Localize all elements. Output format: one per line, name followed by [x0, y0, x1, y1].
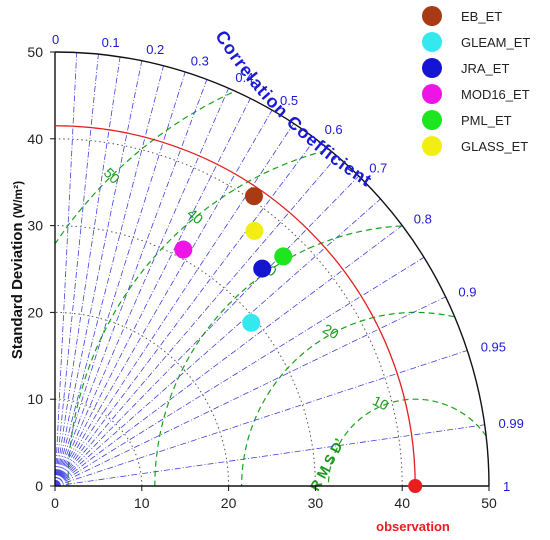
legend-label: GLEAM_ET [461, 35, 530, 50]
y-tick-label: 40 [27, 131, 43, 147]
x-tick-label: 10 [134, 495, 150, 511]
outer-arc [54, 51, 490, 487]
correlation-tick-label: 0.4 [235, 70, 253, 85]
y-tick-label: 50 [27, 44, 43, 60]
correlation-ray [54, 350, 468, 487]
legend-marker [422, 32, 442, 52]
x-tick-label: 20 [221, 495, 237, 511]
y-tick-label: 10 [27, 391, 43, 407]
legend-label: EB_ET [461, 9, 502, 24]
correlation-tick-label: 1 [503, 479, 510, 494]
correlation-tick-label: 0 [52, 32, 59, 47]
correlation-ray [54, 123, 295, 487]
correlation-coefficient-title: Correlation Coefficient [211, 27, 376, 191]
observation-label: observation [376, 519, 450, 534]
correlation-ray [54, 155, 338, 487]
y-axis-label: Standard Deviation (W/m²) [9, 181, 26, 359]
correlation-ray [54, 296, 446, 487]
grid-layer [54, 138, 403, 487]
point-glass-et [245, 221, 264, 240]
point-pml-et [274, 247, 293, 266]
correlation-rays [54, 52, 485, 487]
legend-label: GLASS_ET [461, 139, 528, 154]
correlation-tick-label: 0.6 [325, 122, 343, 137]
legend: EB_ET GLEAM_ET JRA_ET MOD16_ET PML_ET GLASS_E… [422, 6, 530, 156]
correlation-ray [54, 56, 121, 487]
y-axis-label-text: Standard Deviation [9, 222, 26, 359]
correlation-ray [54, 109, 273, 487]
correlation-tick-label: 0.3 [191, 54, 209, 69]
correlation-ray [54, 175, 360, 487]
std-grid-arc [54, 398, 143, 487]
std-tick-labels: 00 10 10 20 20 30 30 40 40 50 50 [27, 44, 497, 511]
rmsd-contour [54, 92, 233, 244]
y-axis-label-unit: (W/m²) [11, 181, 25, 218]
correlation-ray [54, 198, 381, 487]
correlation-ray [54, 60, 143, 487]
legend-marker [422, 136, 442, 156]
correlation-ray [54, 257, 425, 487]
correlation-tick-label: 0.1 [102, 35, 120, 50]
legend-label: JRA_ET [461, 61, 509, 76]
x-tick-label: 50 [481, 495, 497, 511]
observation-std-arc [54, 125, 416, 487]
std-grid-arc [54, 225, 316, 487]
correlation-tick-label: 0.95 [481, 340, 506, 355]
rmsd-axis-label: R M S D’ [307, 436, 348, 494]
y-tick-label: 20 [27, 304, 43, 320]
y-tick-label: 30 [27, 218, 43, 234]
correlation-ray [54, 54, 99, 487]
x-tick-label: 30 [308, 495, 324, 511]
model-points [174, 187, 423, 493]
correlation-tick-label: 0.7 [369, 160, 387, 175]
correlation-ray [54, 79, 208, 487]
rmsd-contour [241, 311, 455, 486]
y-tick-label: 0 [35, 478, 43, 494]
rmsd-contour [67, 150, 326, 487]
std-grid-arc [54, 311, 230, 487]
correlation-ray [54, 98, 251, 487]
legend-marker [422, 110, 442, 130]
rmsd-contours: 1020304050R M S D’ [54, 92, 487, 494]
legend-marker [422, 84, 442, 104]
x-tick-label: 0 [51, 495, 59, 511]
rmsd-level-label: 10 [370, 392, 391, 413]
correlation-title: Correlation Coefficient [211, 27, 376, 191]
legend-label: MOD16_ET [461, 87, 530, 102]
legend-marker [422, 58, 442, 78]
rmsd-level-label: 40 [184, 205, 206, 227]
correlation-ray [54, 424, 485, 487]
correlation-tick-label: 0.9 [458, 285, 476, 300]
correlation-tick-label: 0.99 [499, 416, 524, 431]
x-tick-label: 40 [394, 495, 410, 511]
correlation-tick-label: 0.8 [414, 211, 432, 226]
correlation-ray [54, 71, 186, 487]
observation-point [408, 479, 423, 493]
point-mod16-et [174, 240, 193, 259]
correlation-ray [54, 225, 403, 487]
correlation-ray [54, 65, 164, 487]
axes [54, 51, 490, 487]
point-gleam-et [242, 313, 261, 332]
legend-label: PML_ET [461, 113, 512, 128]
correlation-ray [54, 88, 229, 487]
std-grid-arc [54, 138, 403, 487]
correlation-ray [54, 52, 78, 487]
rmsd-contour [327, 398, 487, 486]
correlation-ray [54, 138, 316, 487]
rmsd-level-label: 20 [320, 321, 342, 343]
correlation-tick-labels: 0 0.1 0.2 0.3 0.4 0.5 0.6 0.7 0.8 0.9 0.95 0.99 1 [52, 32, 524, 494]
correlation-tick-label: 0.5 [280, 93, 298, 108]
correlation-tick-label: 0.2 [146, 42, 164, 57]
point-jra-et [253, 259, 272, 278]
point-eb-et [244, 187, 263, 206]
legend-marker [422, 6, 442, 26]
